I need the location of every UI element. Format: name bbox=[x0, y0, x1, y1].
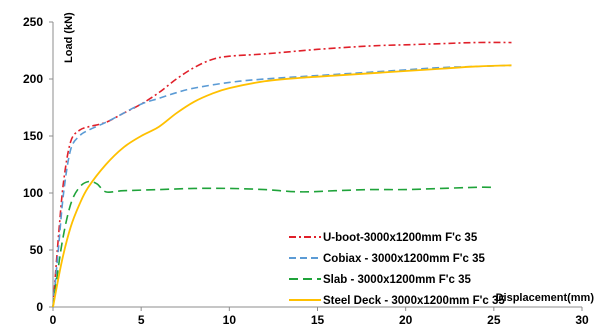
y-tick-label: 50 bbox=[30, 243, 44, 257]
axes: 0 50 100 150 200 250 0 5 10 15 20 25 30 bbox=[23, 15, 589, 327]
x-tick-label: 25 bbox=[487, 313, 501, 327]
x-axis-title: Displacement(mm) bbox=[496, 292, 595, 304]
legend: U-boot-3000x1200mm F'c 35 Cobiax - 3000x1… bbox=[289, 232, 505, 307]
series-line-1 bbox=[52, 64, 512, 308]
series-line-2 bbox=[52, 180, 494, 308]
x-tick-label: 20 bbox=[399, 313, 413, 327]
x-tick-label: 15 bbox=[311, 313, 325, 327]
y-tick-label: 150 bbox=[23, 129, 43, 143]
x-tick-label: 5 bbox=[138, 313, 145, 327]
y-tick-label: 200 bbox=[23, 72, 43, 86]
y-tick-label: 100 bbox=[23, 186, 43, 200]
x-tick-label: 10 bbox=[223, 313, 237, 327]
x-tick-label: 0 bbox=[50, 313, 57, 327]
series-line-0 bbox=[52, 41, 512, 308]
series-lines bbox=[52, 41, 512, 308]
y-tick-label: 0 bbox=[36, 300, 43, 314]
y-tick-label: 250 bbox=[23, 15, 43, 29]
legend-label-2: Slab - 3000x1200mm F'c 35 bbox=[323, 274, 471, 286]
y-axis-title: Load (kN) bbox=[63, 12, 75, 63]
legend-label-1: Cobiax - 3000x1200mm F'c 35 bbox=[323, 253, 486, 265]
legend-label-3: Steel Deck - 3000x1200mm F'c 35 bbox=[323, 295, 505, 307]
legend-label-0: U-boot-3000x1200mm F'c 35 bbox=[323, 232, 478, 244]
series-line-3 bbox=[52, 64, 512, 308]
x-tick-label: 30 bbox=[575, 313, 589, 327]
